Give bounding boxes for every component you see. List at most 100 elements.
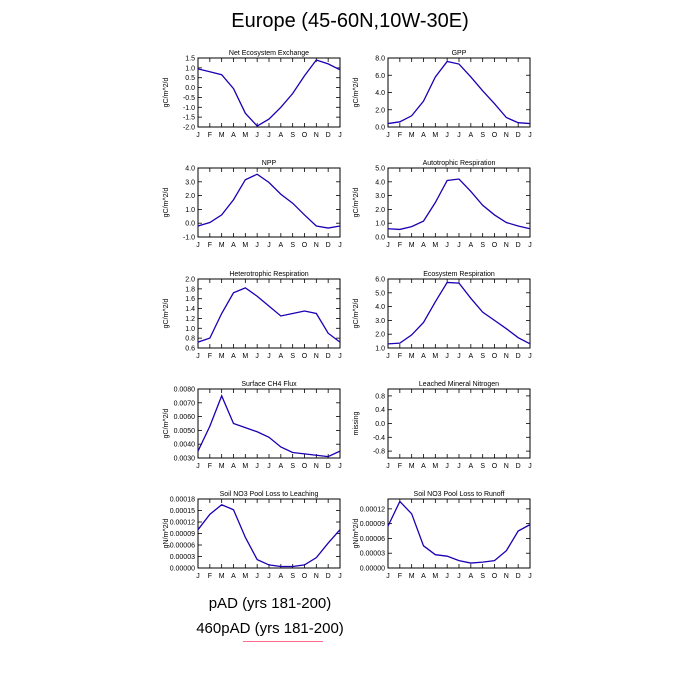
legend-item-1: pAD (yrs 181-200) xyxy=(208,595,332,612)
y-tick-label: 0.00003 xyxy=(360,551,385,558)
x-tick-label: A xyxy=(278,463,283,470)
x-tick-label: N xyxy=(504,242,509,249)
y-tick-label: 0.0 xyxy=(375,235,385,242)
x-tick-label: J xyxy=(445,353,449,360)
plot-frame xyxy=(387,498,531,569)
y-tick-label: 4.0 xyxy=(375,304,385,311)
x-tick-label: D xyxy=(326,353,331,360)
y-tick-label: 3.0 xyxy=(375,318,385,325)
x-tick-label: M xyxy=(409,242,415,249)
panel-title: GPP xyxy=(452,50,467,57)
x-tick-label: A xyxy=(231,132,236,139)
x-tick-label: J xyxy=(457,353,461,360)
y-tick-label: 0.8 xyxy=(375,393,385,400)
y-axis-label: gN/m^2/d xyxy=(353,519,360,549)
x-tick-label: A xyxy=(278,573,283,580)
series-line xyxy=(197,59,341,127)
panel-title: Ecosystem Respiration xyxy=(423,271,495,278)
x-tick-label: J xyxy=(255,353,259,360)
x-tick-label: S xyxy=(480,573,485,580)
x-tick-label: A xyxy=(468,242,473,249)
panel-4: Heterotrophic Respiration gC/m^2/d 2.0 1.8 1… xyxy=(163,271,342,360)
x-tick-label: F xyxy=(208,242,212,249)
panel-title: Soil NO3 Pool Loss to Leaching xyxy=(220,491,319,498)
y-tick-label: 1.0 xyxy=(375,346,385,353)
x-tick-label: O xyxy=(492,353,498,360)
x-tick-label: D xyxy=(516,353,521,360)
x-tick-label: J xyxy=(267,132,271,139)
x-tick-label: J xyxy=(528,463,532,470)
x-tick-label: J xyxy=(445,132,449,139)
x-tick-label: A xyxy=(421,353,426,360)
x-tick-label: F xyxy=(208,132,212,139)
x-tick-label: F xyxy=(208,353,212,360)
series-line xyxy=(197,503,341,568)
series-line xyxy=(197,173,341,229)
x-tick-label: M xyxy=(409,353,415,360)
x-tick-label: M xyxy=(242,132,248,139)
x-tick-label: A xyxy=(421,463,426,470)
x-tick-label: J xyxy=(338,463,342,470)
y-tick-label: 4.0 xyxy=(185,166,195,173)
x-tick-label: N xyxy=(314,463,319,470)
y-tick-label: 0.0040 xyxy=(174,442,196,449)
x-tick-label: D xyxy=(326,573,331,580)
x-tick-label: J xyxy=(267,573,271,580)
x-tick-label: J xyxy=(338,353,342,360)
panel-title: NPP xyxy=(262,160,277,167)
x-tick-label: S xyxy=(290,353,295,360)
series-line xyxy=(387,60,531,125)
panel-title: Leached Mineral Nitrogen xyxy=(419,381,499,388)
x-tick-label: S xyxy=(480,242,485,249)
series-line xyxy=(387,281,531,345)
series-line xyxy=(197,394,341,458)
x-tick-label: S xyxy=(290,573,295,580)
x-tick-label: A xyxy=(468,463,473,470)
x-tick-label: M xyxy=(409,132,415,139)
x-tick-label: O xyxy=(302,463,308,470)
y-axis-label: gC/m^2/d xyxy=(353,78,360,108)
x-tick-label: J xyxy=(528,353,532,360)
series-line xyxy=(197,287,341,343)
panel-8: Soil NO3 Pool Loss to LeachinggN/m^2/d0.… xyxy=(163,491,342,580)
y-tick-label: -1.0 xyxy=(183,105,195,112)
y-tick-label: 0.8 xyxy=(185,336,195,343)
x-tick-label: J xyxy=(386,242,390,249)
y-tick-label: 0.00012 xyxy=(170,520,195,527)
x-tick-label: F xyxy=(398,463,402,470)
y-tick-label: 1.0 xyxy=(185,65,195,72)
plot-frame xyxy=(197,57,341,128)
y-axis-label: missing xyxy=(353,412,360,436)
x-tick-label: D xyxy=(516,242,521,249)
panel-6: Surface CH4 Flux gC/m^2/d 0.0080 0.0070 0.00… xyxy=(163,381,342,470)
y-tick-label: 4.0 xyxy=(375,90,385,97)
legend-item-2: 460pAD (yrs 181-200) xyxy=(196,620,344,637)
y-tick-label: -1.5 xyxy=(183,115,195,122)
x-tick-label: J xyxy=(338,132,342,139)
x-tick-label: A xyxy=(421,573,426,580)
x-tick-label: N xyxy=(504,353,509,360)
x-tick-label: A xyxy=(468,353,473,360)
panel-7: Leached Mineral Nitrogen missing 0.8 0.4 0.0… xyxy=(353,381,532,470)
x-tick-label: J xyxy=(196,573,200,580)
y-tick-label: 6.0 xyxy=(375,277,385,284)
y-tick-label: 5.0 xyxy=(375,166,385,173)
x-tick-label: J xyxy=(196,242,200,249)
x-tick-label: F xyxy=(398,242,402,249)
x-tick-label: M xyxy=(219,132,225,139)
legend-line-marker xyxy=(243,641,323,642)
y-tick-label: 2.0 xyxy=(375,107,385,114)
x-tick-label: A xyxy=(231,463,236,470)
y-tick-label: 0.00012 xyxy=(360,506,385,513)
y-tick-label: 0.6 xyxy=(185,346,195,353)
x-tick-label: F xyxy=(208,573,212,580)
y-tick-label: 0.00015 xyxy=(170,508,195,515)
y-tick-label: 6.0 xyxy=(375,73,385,80)
y-tick-label: 0.00000 xyxy=(170,566,195,573)
x-tick-label: M xyxy=(242,353,248,360)
x-tick-label: A xyxy=(231,573,236,580)
y-tick-label: 0.4 xyxy=(375,407,385,414)
plot-frame xyxy=(387,388,531,459)
x-tick-label: D xyxy=(516,463,521,470)
x-tick-label: A xyxy=(421,242,426,249)
